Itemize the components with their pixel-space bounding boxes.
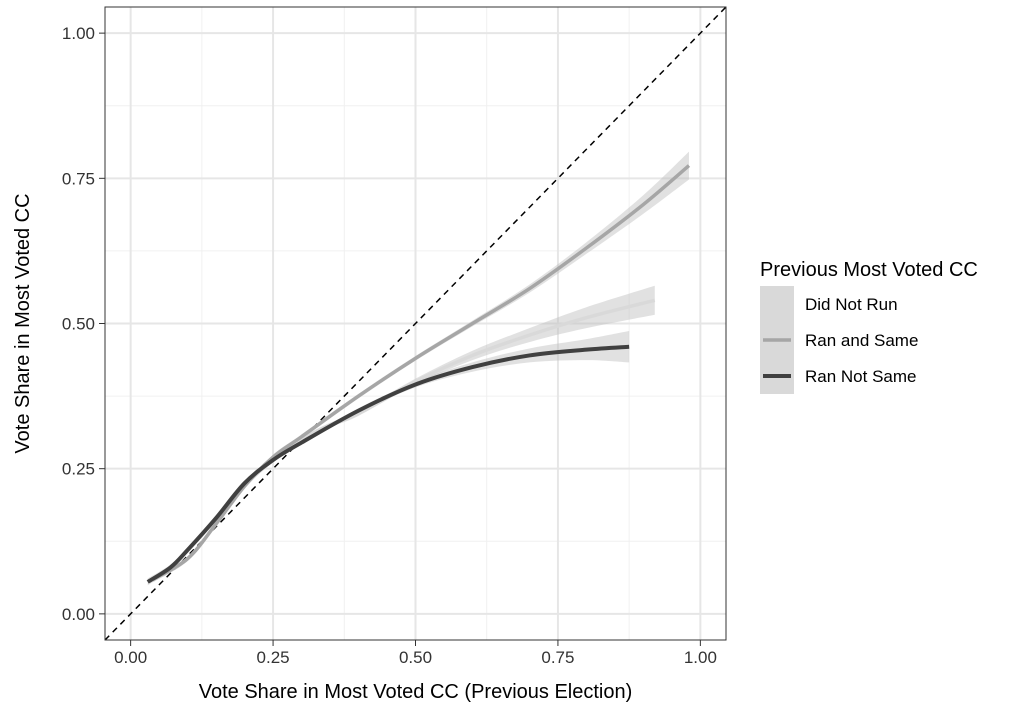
confidence-band (147, 331, 630, 586)
series-line (152, 164, 691, 581)
x-axis: 0.00 0.25 0.50 0.75 1.00 (114, 640, 717, 667)
x-tick-label: 0.75 (541, 648, 574, 667)
y-tick-label: 1.00 (62, 24, 95, 43)
x-tick-label: 0.50 (399, 648, 432, 667)
y-axis-title: Vote Share in Most Voted CC (12, 193, 34, 453)
y-tick-label: 0.50 (62, 315, 95, 334)
x-axis-title: Vote Share in Most Voted CC (Previous El… (199, 681, 633, 703)
y-tick-label: 0.25 (62, 460, 95, 479)
legend-label: Ran and Same (805, 331, 918, 350)
plot-panel (104, 6, 727, 641)
y-axis: 0.00 0.25 0.50 0.75 1.00 (62, 24, 105, 624)
confidence-band (153, 285, 655, 582)
x-tick-label: 0.25 (257, 648, 290, 667)
series-lines (146, 164, 691, 584)
legend-label: Did Not Run (805, 295, 898, 314)
y-tick-label: 0.75 (62, 169, 95, 188)
x-tick-label: 1.00 (684, 648, 717, 667)
legend: Previous Most Voted CC Did Not Run Ran an… (760, 259, 978, 394)
confidence-bands (147, 151, 689, 586)
legend-title: Previous Most Voted CC (760, 259, 978, 281)
series-line (146, 344, 630, 584)
x-tick-label: 0.00 (114, 648, 147, 667)
legend-label: Ran Not Same (805, 367, 917, 386)
y-tick-label: 0.00 (62, 605, 95, 624)
